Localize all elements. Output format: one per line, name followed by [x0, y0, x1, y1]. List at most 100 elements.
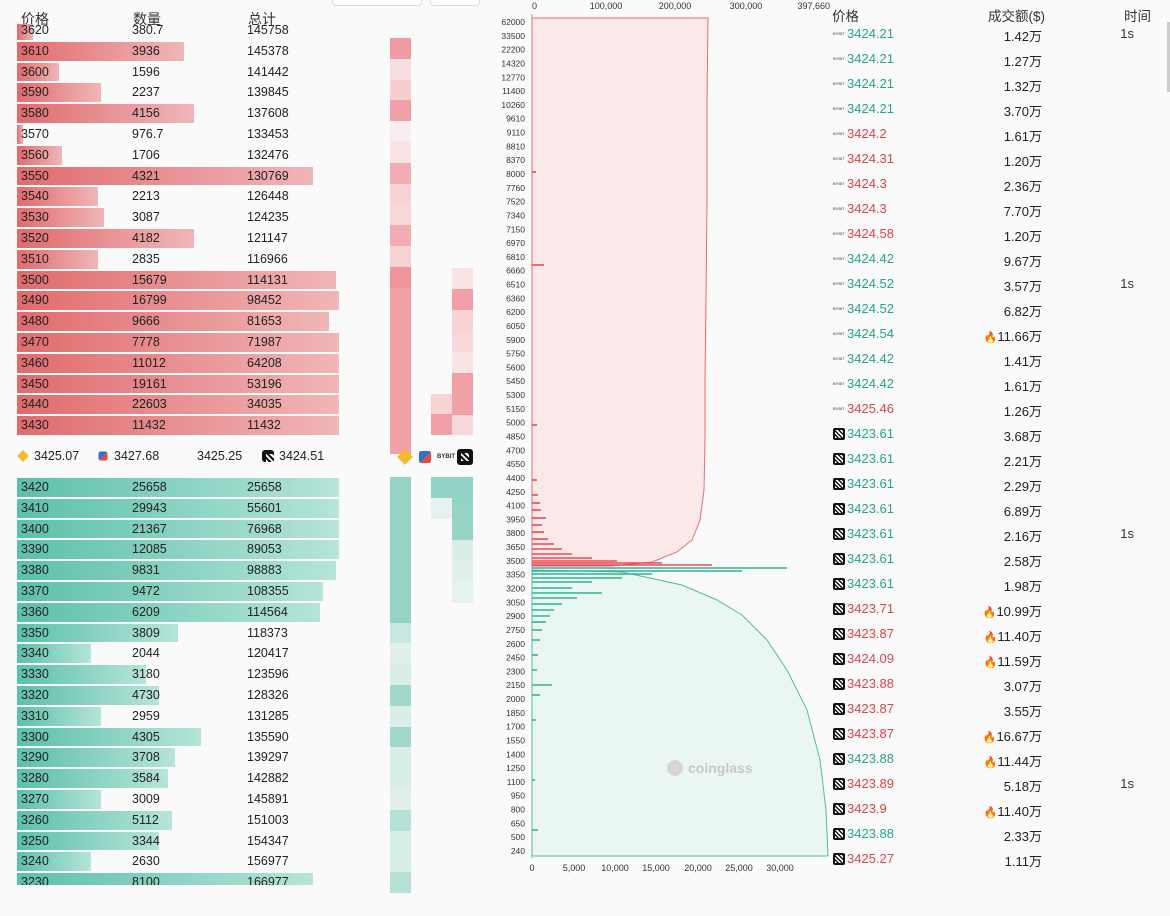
bid-row[interactable]: 3270 3009 145891 — [17, 789, 339, 810]
bid-row[interactable]: 3260 5112 151003 — [17, 810, 339, 831]
bid-total: 151003 — [247, 812, 289, 827]
bid-row[interactable]: 3360 6209 114564 — [17, 602, 339, 623]
trade-row[interactable]: BYBIT 3424.21 1.32万 — [830, 73, 1160, 98]
trade-row[interactable]: BYBIT 3424.31 1.20万 — [830, 148, 1160, 173]
trade-row[interactable]: BYBIT 3425.46 1.26万 — [830, 398, 1160, 423]
ask-row[interactable]: 3470 7778 71987 — [17, 332, 339, 353]
bid-row[interactable]: 3230 8100 166977 — [17, 872, 339, 885]
bid-row[interactable]: 3370 9472 108355 — [17, 581, 339, 602]
trade-row[interactable]: BYBIT 3424.21 1.42万 1s — [830, 23, 1160, 48]
trade-row[interactable]: 3423.61 2.29万 — [830, 473, 1160, 498]
top-tab-button[interactable] — [332, 0, 422, 6]
bids-list: 3420 25658 25658 3410 29943 55601 3400 21367 769… — [17, 477, 339, 885]
trade-price: 3424.3 — [847, 201, 887, 216]
trade-row[interactable]: 3423.88 2.33万 — [830, 823, 1160, 848]
ask-row[interactable]: 3540 2213 126448 — [17, 186, 339, 207]
trade-row[interactable]: 3423.61 1.98万 — [830, 573, 1160, 598]
trade-row[interactable]: 3423.88 3.07万 — [830, 673, 1160, 698]
okx-icon[interactable] — [457, 449, 473, 465]
trade-row[interactable]: 3423.61 3.68万 — [830, 423, 1160, 448]
orderbook-panel: 价格 数量 总计 3620 380.7 145758 3610 3936 145378 36… — [0, 0, 490, 911]
bid-row[interactable]: 3420 25658 25658 — [17, 477, 339, 498]
trade-row[interactable]: 3423.61 2.21万 — [830, 448, 1160, 473]
bid-depth-area — [531, 569, 829, 857]
trade-row[interactable]: BYBIT 3424.42 1.41万 — [830, 348, 1160, 373]
bid-row[interactable]: 3250 3344 154347 — [17, 831, 339, 852]
trade-row[interactable]: 3423.87 3.55万 — [830, 698, 1160, 723]
ask-row[interactable]: 3510 2835 116966 — [17, 249, 339, 270]
trade-amount-value: 11.40万 — [997, 629, 1042, 644]
ask-row[interactable]: 3480 9666 81653 — [17, 311, 339, 332]
trade-row[interactable]: 3423.88 🔥11.44万 — [830, 748, 1160, 773]
bid-row[interactable]: 3340 2044 120417 — [17, 643, 339, 664]
trade-row[interactable]: 3423.9 🔥11.40万 — [830, 798, 1160, 823]
top-axis-tick: 300,000 — [730, 1, 763, 11]
bid-row[interactable]: 3310 2959 131285 — [17, 706, 339, 727]
trade-row[interactable]: BYBIT 3424.42 1.61万 — [830, 373, 1160, 398]
trade-row[interactable]: 3423.61 2.16万 1s — [830, 523, 1160, 548]
y-axis-tick: 3350 — [506, 570, 525, 580]
ask-row[interactable]: 3460 11012 64208 — [17, 353, 339, 374]
bid-row[interactable]: 3350 3809 118373 — [17, 623, 339, 644]
ask-row[interactable]: 3490 16799 98452 — [17, 290, 339, 311]
bid-row[interactable]: 3240 2630 156977 — [17, 851, 339, 872]
trade-row[interactable]: 3423.61 2.58万 — [830, 548, 1160, 573]
top-tab-button[interactable] — [430, 0, 480, 6]
ask-row[interactable]: 3430 11432 11432 — [17, 415, 339, 436]
trade-amount: 2.16万 — [1004, 526, 1042, 545]
binance-icon[interactable] — [397, 449, 413, 465]
ask-row[interactable]: 3590 2237 139845 — [17, 82, 339, 103]
trade-row[interactable]: BYBIT 3424.3 7.70万 — [830, 198, 1160, 223]
trade-row[interactable]: BYBIT 3424.42 9.67万 — [830, 248, 1160, 273]
ask-row[interactable]: 3520 4182 121147 — [17, 228, 339, 249]
trade-row[interactable]: BYBIT 3424.58 1.20万 — [830, 223, 1160, 248]
bybit-icon: BYBIT — [833, 331, 845, 336]
ask-row[interactable]: 3450 19161 53196 — [17, 374, 339, 395]
ask-depth-bar — [17, 187, 98, 207]
trade-row[interactable]: BYBIT 3424.2 1.61万 — [830, 123, 1160, 148]
trade-row[interactable]: 3423.89 5.18万 1s — [830, 773, 1160, 798]
ask-row[interactable]: 3530 3087 124235 — [17, 207, 339, 228]
ask-depth-bar — [17, 249, 98, 269]
ask-row[interactable]: 3560 1706 132476 — [17, 145, 339, 166]
huobi-icon[interactable] — [419, 451, 431, 463]
ask-row[interactable]: 3500 15679 114131 — [17, 270, 339, 291]
bid-row[interactable]: 3330 3180 123596 — [17, 664, 339, 685]
bybit-icon: BYBIT — [833, 56, 845, 61]
ask-row[interactable]: 3600 1596 141442 — [17, 62, 339, 83]
okx-icon — [833, 703, 845, 715]
ask-row[interactable]: 3550 4321 130769 — [17, 166, 339, 187]
trade-row[interactable]: 3423.87 🔥16.67万 — [830, 723, 1160, 748]
bid-total: 131285 — [247, 708, 289, 723]
bybit-icon[interactable]: BYBIT — [437, 454, 455, 460]
ask-row[interactable]: 3440 22603 34035 — [17, 394, 339, 415]
trade-row[interactable]: BYBIT 3424.52 3.57万 1s — [830, 273, 1160, 298]
trade-row[interactable]: BYBIT 3424.21 1.27万 — [830, 48, 1160, 73]
trade-row[interactable]: BYBIT 3424.3 2.36万 — [830, 173, 1160, 198]
bid-row[interactable]: 3290 3708 139297 — [17, 747, 339, 768]
bid-row[interactable]: 3400 21367 76968 — [17, 519, 339, 540]
trades-scrollbar[interactable] — [1167, 22, 1170, 92]
trade-row[interactable]: 3423.87 🔥11.40万 — [830, 623, 1160, 648]
bid-row[interactable]: 3280 3584 142882 — [17, 768, 339, 789]
ask-row[interactable]: 3620 380.7 145758 — [17, 24, 339, 41]
bid-row[interactable]: 3390 12085 89053 — [17, 539, 339, 560]
trade-row[interactable]: BYBIT 3424.54 🔥11.66万 — [830, 323, 1160, 348]
exchange-price: 3427.68 — [114, 449, 160, 463]
trade-row[interactable]: BYBIT 3424.21 3.70万 — [830, 98, 1160, 123]
trade-price: 3424.54 — [847, 326, 894, 341]
bid-row[interactable]: 3410 29943 55601 — [17, 498, 339, 519]
bid-row[interactable]: 3380 9831 98883 — [17, 560, 339, 581]
bybit-icon: BYBIT — [833, 381, 845, 386]
heat-cell — [452, 331, 473, 352]
ask-row[interactable]: 3580 4156 137608 — [17, 103, 339, 124]
bid-row[interactable]: 3300 4305 135590 — [17, 727, 339, 748]
trade-row[interactable]: 3423.61 6.89万 — [830, 498, 1160, 523]
bid-row[interactable]: 3320 4730 128326 — [17, 685, 339, 706]
ask-row[interactable]: 3610 3936 145378 — [17, 41, 339, 62]
trade-row[interactable]: BYBIT 3424.52 6.82万 — [830, 298, 1160, 323]
ask-row[interactable]: 3570 976.7 133453 — [17, 124, 339, 145]
trade-row[interactable]: 3423.71 🔥10.99万 — [830, 598, 1160, 623]
trade-row[interactable]: 3424.09 🔥11.59万 — [830, 648, 1160, 673]
trade-row[interactable]: 3425.27 1.11万 — [830, 848, 1160, 873]
